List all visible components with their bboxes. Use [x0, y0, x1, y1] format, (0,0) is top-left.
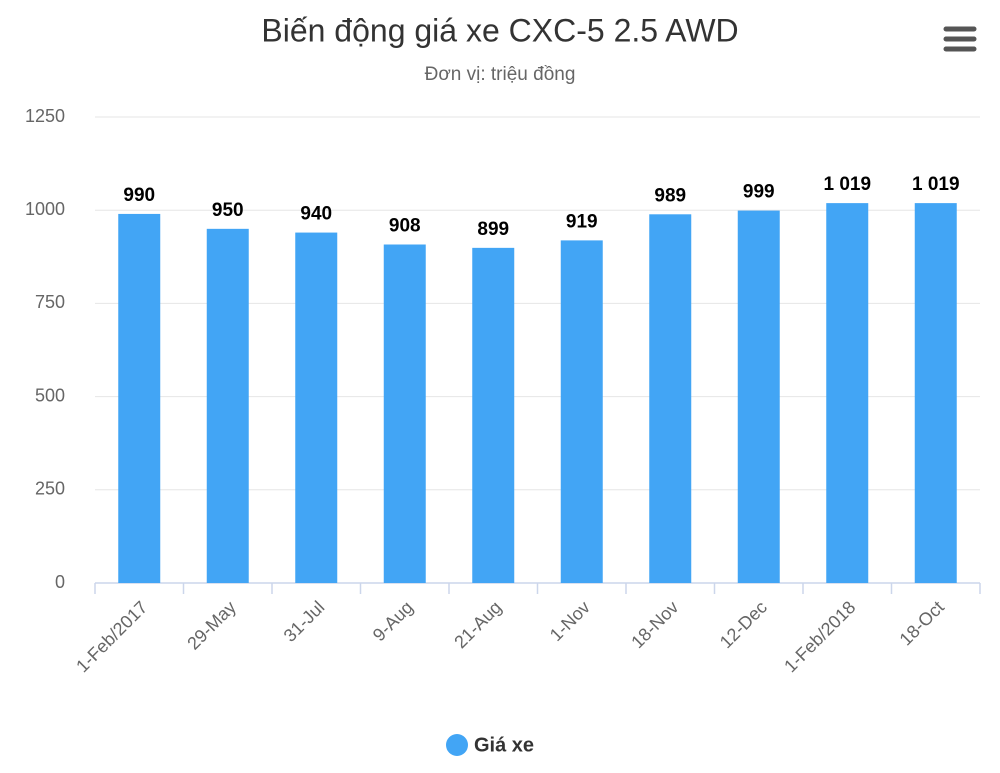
bar: [383, 244, 426, 583]
data-label: 990: [123, 185, 155, 206]
y-tick-label: 750: [35, 292, 65, 312]
legend-label: Giá xe: [474, 734, 534, 756]
x-tick-label: 1-Nov: [546, 597, 594, 645]
data-label: 908: [389, 216, 421, 237]
data-label: 999: [743, 182, 775, 203]
x-tick-label: 1-Feb/2017: [72, 597, 151, 676]
bar: [560, 240, 603, 584]
x-tick-label: 12-Dec: [716, 597, 771, 652]
data-label: 989: [654, 185, 686, 206]
data-label: 950: [212, 200, 244, 221]
x-tick-label: 1-Feb/2018: [780, 597, 859, 676]
x-tick-label: 21-Aug: [450, 597, 505, 652]
y-tick-label: 1000: [25, 199, 65, 219]
x-tick-label: 18-Oct: [896, 597, 948, 649]
y-tick-label: 1250: [25, 106, 65, 126]
bar: [826, 203, 869, 583]
bar: [914, 203, 957, 583]
data-label: 1 019: [823, 174, 871, 195]
menu-button[interactable]: [943, 26, 977, 52]
y-tick-label: 500: [35, 385, 65, 405]
bar: [295, 232, 338, 583]
y-tick-label: 0: [55, 572, 65, 592]
bar: [118, 213, 161, 584]
data-label: 1 019: [912, 174, 960, 195]
bar: [649, 214, 692, 584]
x-tick-label: 9-Aug: [369, 597, 417, 645]
data-label: 919: [566, 211, 598, 232]
data-label: 899: [477, 219, 509, 240]
x-tick-label: 29-May: [183, 597, 240, 654]
x-tick-label: 31-Jul: [280, 597, 329, 646]
chart-subtitle: Đơn vị: triệu đồng: [425, 64, 576, 85]
x-tick-label: 18-Nov: [627, 597, 682, 652]
bar: [472, 247, 515, 584]
bar: [737, 210, 780, 583]
chart-title: Biến động giá xe CXC-5 2.5 AWD: [261, 12, 738, 48]
legend-marker: [446, 734, 468, 756]
data-label: 940: [300, 204, 332, 225]
y-tick-label: 250: [35, 479, 65, 499]
bar: [206, 228, 249, 583]
legend-item[interactable]: Giá xe: [446, 734, 534, 756]
